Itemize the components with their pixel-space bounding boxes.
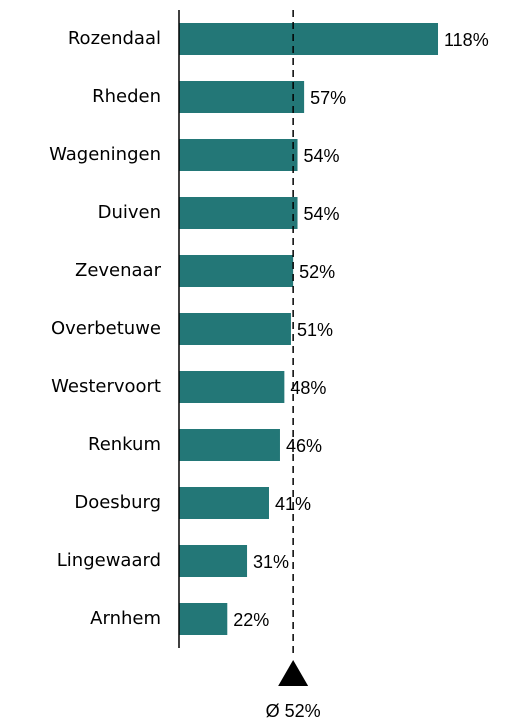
value-label: 54% <box>304 204 340 224</box>
category-label: Duiven <box>98 202 161 223</box>
value-label: 31% <box>253 552 289 572</box>
category-label: Arnhem <box>90 608 161 629</box>
category-label: Westervoort <box>51 376 161 397</box>
bar <box>179 139 298 171</box>
category-label: Renkum <box>88 434 161 455</box>
category-label: Zevenaar <box>75 260 162 281</box>
category-label: Wageningen <box>49 144 161 165</box>
bar <box>179 371 285 403</box>
value-label: 51% <box>297 320 333 340</box>
category-label: Doesburg <box>74 492 161 513</box>
value-label: 57% <box>310 88 346 108</box>
bar <box>179 545 248 577</box>
bar <box>179 603 228 635</box>
category-label: Rozendaal <box>68 28 161 49</box>
value-label: 118% <box>444 30 489 50</box>
bar <box>179 81 305 113</box>
value-label: 54% <box>304 146 340 166</box>
average-label: Ø 52% <box>266 701 321 721</box>
bar <box>179 23 439 55</box>
category-label: Overbetuwe <box>51 318 161 339</box>
value-label: 22% <box>233 610 269 630</box>
average-marker <box>278 660 309 686</box>
bar <box>179 487 269 519</box>
value-label: 46% <box>286 436 322 456</box>
bar <box>179 429 280 461</box>
bar <box>179 197 298 229</box>
bar <box>179 313 291 345</box>
bar <box>179 255 294 287</box>
value-label: 48% <box>290 378 326 398</box>
value-label: 52% <box>299 262 335 282</box>
category-label: Lingewaard <box>57 550 161 571</box>
category-label: Rheden <box>92 86 161 107</box>
